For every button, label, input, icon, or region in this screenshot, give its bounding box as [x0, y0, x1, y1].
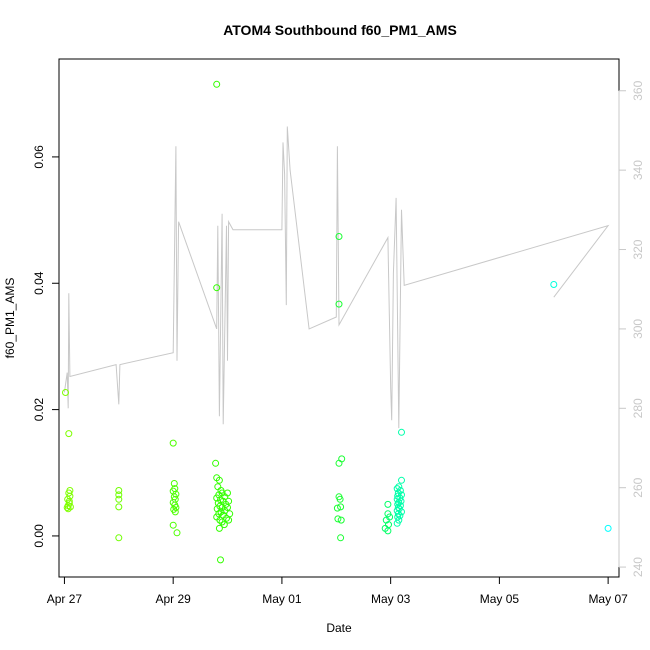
data-point: [64, 505, 72, 513]
data-point: [224, 504, 231, 511]
data-point: [115, 534, 123, 542]
data-point: [115, 495, 123, 503]
data-point: [336, 495, 344, 503]
secondary-line: [63, 126, 610, 429]
chart-title: ATOM4 Southbound f60_PM1_AMS: [223, 22, 457, 38]
data-point: [65, 430, 73, 438]
data-point: [335, 459, 343, 467]
data-point: [217, 556, 224, 564]
x-axis: Apr 27 Apr 29 May 01 May 03 May 05 May 07: [47, 576, 628, 606]
data-point: [169, 439, 177, 447]
data-point: [62, 389, 69, 396]
data-point: [335, 300, 343, 308]
scatter-points: [62, 80, 612, 564]
data-point: [395, 483, 403, 491]
data-point: [171, 508, 179, 516]
y2-tick-label: 260: [631, 477, 645, 497]
data-point: [224, 489, 231, 497]
data-point: [398, 476, 405, 484]
data-point: [226, 510, 234, 518]
data-point: [213, 80, 221, 88]
data-point: [169, 521, 177, 529]
y-tick-label: 0.06: [32, 145, 46, 169]
data-point: [172, 504, 180, 511]
data-point: [338, 455, 346, 463]
y2-tick-label: 360: [631, 80, 645, 100]
data-point: [333, 504, 341, 512]
data-point: [65, 497, 73, 505]
data-point: [337, 503, 345, 511]
x-tick-label: Apr 27: [47, 592, 83, 606]
data-point: [384, 527, 392, 535]
data-point: [337, 534, 345, 542]
y-axis: 0.00 0.02 0.04 0.06: [32, 145, 60, 548]
data-point: [335, 233, 343, 240]
data-point: [212, 459, 220, 467]
data-point: [334, 515, 342, 523]
data-point: [223, 514, 230, 522]
y2-axis: 240 260 280 300 320 340 360: [618, 80, 645, 577]
x-tick-label: May 07: [588, 592, 628, 606]
y2-tick-label: 340: [631, 160, 645, 180]
y2-tick-label: 280: [631, 398, 645, 418]
data-point: [66, 487, 74, 494]
data-point: [213, 284, 221, 292]
data-point: [216, 516, 224, 524]
y-axis-label: f60_PM1_AMS: [3, 278, 17, 359]
y-tick-label: 0.00: [32, 524, 46, 548]
y2-tick-label: 240: [631, 557, 645, 577]
data-point: [337, 516, 345, 524]
x-tick-label: May 03: [371, 592, 411, 606]
data-point: [214, 483, 222, 491]
x-tick-label: May 05: [480, 592, 520, 606]
data-point: [170, 480, 178, 487]
data-point: [115, 503, 123, 511]
data-point: [393, 519, 401, 527]
data-point: [173, 529, 181, 537]
data-point: [550, 281, 558, 288]
data-point: [220, 521, 228, 529]
y-tick-label: 0.04: [32, 271, 46, 295]
x-tick-label: May 01: [262, 592, 302, 606]
line-series: [63, 126, 610, 429]
data-point: [215, 524, 223, 532]
data-point: [398, 428, 405, 436]
y2-tick-label: 320: [631, 239, 645, 259]
data-point: [384, 500, 392, 508]
data-point: [604, 524, 612, 532]
data-point: [215, 476, 223, 484]
y2-tick-label: 300: [631, 319, 645, 339]
x-tick-label: Apr 29: [155, 592, 191, 606]
x-axis-label: Date: [326, 621, 352, 635]
data-point: [225, 516, 233, 524]
y-tick-label: 0.02: [32, 398, 46, 422]
data-point: [115, 491, 123, 499]
data-point: [394, 492, 402, 500]
data-point: [115, 487, 123, 494]
